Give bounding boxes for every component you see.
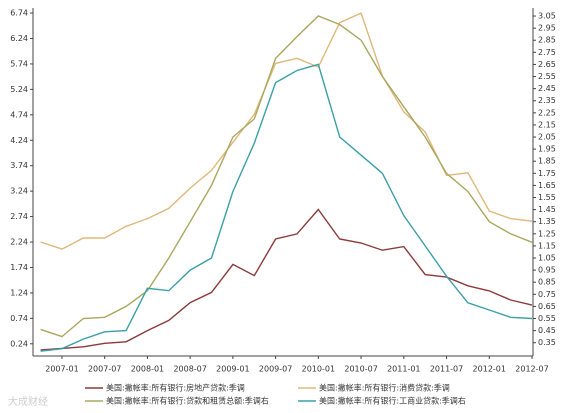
x-tick-label: 2009-01 bbox=[216, 365, 249, 374]
y2-tick-label: 2.25 bbox=[538, 108, 556, 117]
y-tick-label: 0.24 bbox=[10, 339, 28, 348]
legend-label: 美国:撇帐率:所有银行:房地产贷款:季调 bbox=[106, 383, 245, 393]
y2-tick-label: 2.85 bbox=[538, 36, 556, 45]
y-tick-label: 1.24 bbox=[10, 288, 28, 297]
legend-label: 美国:撇帐率:所有银行:工商业贷款:季调右 bbox=[319, 396, 466, 406]
y2-tick-label: 3.05 bbox=[538, 12, 556, 21]
y2-tick-label: 0.85 bbox=[538, 278, 556, 287]
y2-tick-label: 2.45 bbox=[538, 84, 556, 93]
x-tick-label: 2012-01 bbox=[473, 365, 506, 374]
y2-tick-label: 1.25 bbox=[538, 229, 556, 238]
y2-tick-label: 0.65 bbox=[538, 302, 556, 311]
y2-tick-label: 1.55 bbox=[538, 193, 556, 202]
watermark: 大成财经 bbox=[8, 395, 48, 408]
y-tick-label: 3.24 bbox=[10, 187, 28, 196]
y-tick-label: 0.74 bbox=[10, 314, 28, 323]
y-tick-label: 3.74 bbox=[10, 161, 28, 170]
y2-tick-label: 2.35 bbox=[538, 96, 556, 105]
y2-tick-label: 1.05 bbox=[538, 254, 556, 263]
legend-label: 美国:撇帐率:所有银行:贷款和租赁总额:季调右 bbox=[106, 396, 269, 406]
series-line bbox=[40, 208, 533, 351]
y2-tick-label: 1.95 bbox=[538, 145, 556, 154]
y-tick-label: 4.24 bbox=[10, 136, 28, 145]
x-tick-label: 2012-07 bbox=[515, 365, 548, 374]
y-tick-label: 2.74 bbox=[10, 212, 28, 221]
y-tick-label: 4.74 bbox=[10, 110, 28, 119]
y2-tick-label: 0.55 bbox=[538, 314, 556, 323]
y-tick-label: 6.74 bbox=[10, 9, 28, 18]
x-tick-label: 2007-07 bbox=[88, 365, 121, 374]
x-tick-label: 2010-01 bbox=[302, 365, 335, 374]
y-tick-label: 5.74 bbox=[10, 59, 28, 68]
y-tick-label: 5.24 bbox=[10, 85, 28, 94]
x-tick-label: 2009-07 bbox=[259, 365, 292, 374]
y2-tick-label: 2.75 bbox=[538, 48, 556, 57]
y2-tick-label: 2.95 bbox=[538, 24, 556, 33]
y2-tick-label: 2.55 bbox=[538, 72, 556, 81]
series-line bbox=[40, 15, 533, 338]
x-tick-label: 2007-01 bbox=[45, 365, 78, 374]
y2-tick-label: 2.15 bbox=[538, 120, 556, 129]
x-tick-label: 2011-07 bbox=[430, 365, 463, 374]
legend-label: 美国:撇帐率:所有银行:消费贷款:季调 bbox=[319, 383, 450, 393]
y-tick-label: 6.24 bbox=[10, 34, 28, 43]
y2-tick-label: 2.05 bbox=[538, 133, 556, 142]
y2-tick-label: 1.15 bbox=[538, 241, 556, 250]
x-tick-label: 2011-01 bbox=[387, 365, 420, 374]
series-line bbox=[40, 63, 533, 352]
y2-tick-label: 1.85 bbox=[538, 157, 556, 166]
y2-tick-label: 1.45 bbox=[538, 205, 556, 214]
y2-tick-label: 0.95 bbox=[538, 266, 556, 275]
y2-tick-label: 0.45 bbox=[538, 326, 556, 335]
y2-tick-label: 0.35 bbox=[538, 338, 556, 347]
y-tick-label: 2.24 bbox=[10, 238, 28, 247]
x-tick-label: 2010-07 bbox=[344, 365, 377, 374]
y2-tick-label: 1.75 bbox=[538, 169, 556, 178]
series-line bbox=[40, 12, 533, 250]
x-tick-label: 2008-07 bbox=[173, 365, 206, 374]
y2-tick-label: 1.35 bbox=[538, 217, 556, 226]
y-tick-label: 1.74 bbox=[10, 263, 28, 272]
y2-tick-label: 0.75 bbox=[538, 290, 556, 299]
y2-tick-label: 2.65 bbox=[538, 60, 556, 69]
x-tick-label: 2008-01 bbox=[131, 365, 164, 374]
y2-tick-label: 1.65 bbox=[538, 181, 556, 190]
